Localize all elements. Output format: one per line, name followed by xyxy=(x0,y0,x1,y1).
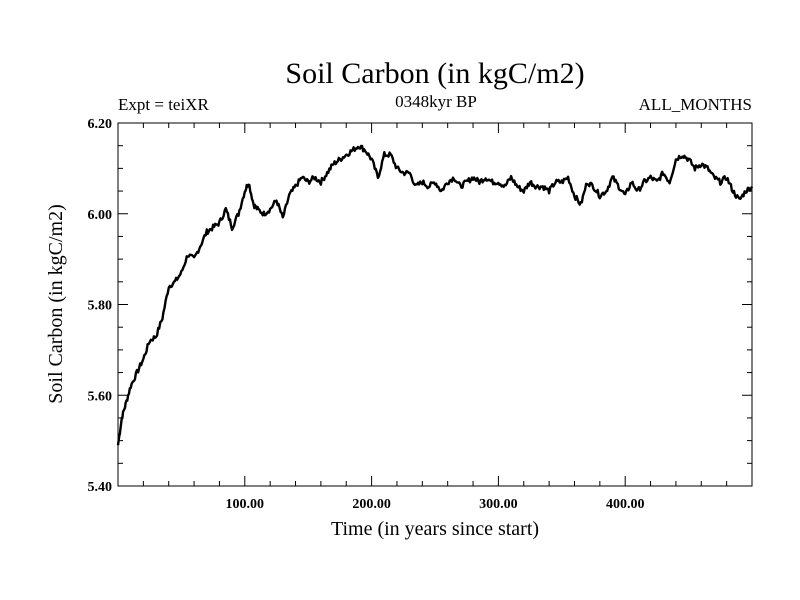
y-tick-label: 5.80 xyxy=(88,299,113,314)
y-tick-label: 5.40 xyxy=(88,480,113,495)
tick-labels: 100.00 200.00 300.00 400.00 5.40 5.60 5.80 6.00… xyxy=(88,117,645,512)
series-line-soil-carbon xyxy=(116,144,754,446)
y-axis-label: Soil Carbon (in kgC/m2) xyxy=(45,204,67,403)
y-tick-label: 5.60 xyxy=(88,389,113,404)
x-tick-label: 200.00 xyxy=(352,497,391,512)
plot-frame xyxy=(117,122,753,487)
x-axis-label: Time (in years since start) xyxy=(331,518,539,540)
chart-title: Soil Carbon (in kgC/m2) xyxy=(285,57,584,90)
experiment-label: Expt = teiXR xyxy=(118,95,209,114)
months-label: ALL_MONTHS xyxy=(639,95,752,114)
axis-ticks xyxy=(118,123,752,486)
y-tick-label: 6.20 xyxy=(88,117,113,132)
x-tick-label: 300.00 xyxy=(479,497,518,512)
x-tick-label: 400.00 xyxy=(606,497,645,512)
y-tick-label: 6.00 xyxy=(88,208,113,223)
period-label: 0348kyr BP xyxy=(395,92,477,111)
x-tick-label: 100.00 xyxy=(226,497,265,512)
